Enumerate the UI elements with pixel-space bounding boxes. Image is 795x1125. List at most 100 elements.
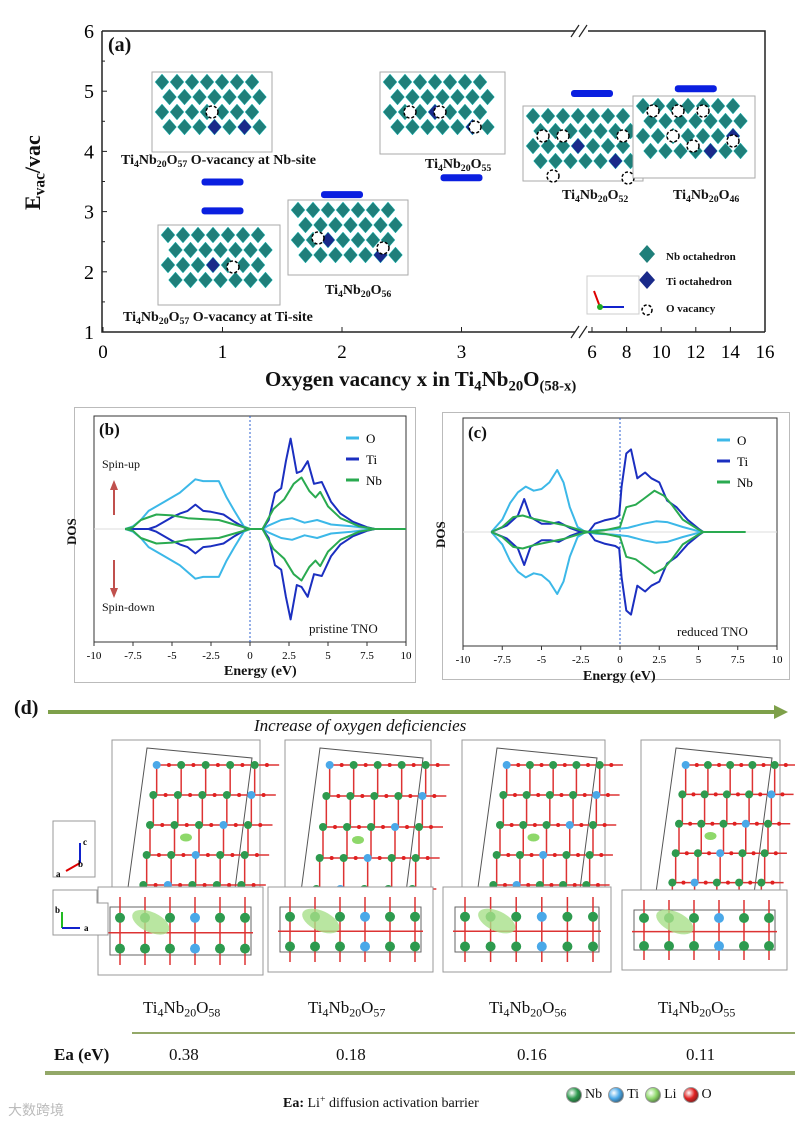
oxygen-atom	[205, 853, 210, 857]
nb-octahedron	[328, 216, 343, 234]
nb-octahedron	[472, 73, 488, 91]
oxygen-atom	[579, 823, 584, 827]
nb-octahedron	[615, 137, 631, 155]
oxygen-atom	[212, 793, 217, 797]
nb-octahedron	[380, 201, 396, 219]
nb-octahedron	[465, 88, 480, 106]
oxygen-atom	[425, 856, 430, 860]
formula-part: Nb	[678, 998, 700, 1017]
metal-atom	[373, 761, 382, 769]
metal-atom	[562, 911, 573, 922]
metal-atom	[415, 823, 423, 831]
formula-part: 4	[503, 1005, 510, 1020]
nb-octahedron	[168, 271, 183, 289]
metal-atom	[240, 912, 250, 923]
x-tick-label: -10	[87, 650, 102, 662]
o-vacancy-icon	[546, 169, 560, 183]
formula-part: O	[607, 188, 619, 203]
x-axis-label-b: Energy (eV)	[224, 664, 297, 679]
metal-atom	[397, 761, 406, 769]
formula-part: 20	[508, 378, 524, 395]
oxygen-atom	[251, 883, 256, 887]
metal-atom	[418, 792, 427, 800]
x-tick-label: 5	[696, 654, 702, 666]
formula-part: 20	[158, 315, 169, 327]
formula-part: 4	[135, 315, 141, 327]
formula-part: /vac	[20, 135, 45, 174]
nb-octahedron	[205, 226, 221, 244]
nb-octahedron	[220, 226, 236, 244]
oxygen-atom	[502, 883, 507, 887]
lithium-atom	[352, 836, 364, 844]
metal-atom	[569, 791, 578, 799]
nb-octahedron	[703, 112, 718, 130]
nb-octahedron	[710, 97, 726, 115]
metal-atom	[460, 911, 470, 922]
nb-octahedron	[237, 88, 252, 106]
formula-part: O	[166, 153, 178, 168]
nb-octahedron	[177, 118, 192, 136]
atom-legend-label: Nb	[585, 1087, 603, 1102]
nb-octahedron	[358, 216, 373, 234]
formula-part: Nb	[481, 367, 509, 391]
oxygen-atom	[516, 763, 521, 767]
spin-down-label: Spin-down	[102, 600, 155, 614]
nb-octahedron	[525, 137, 541, 155]
a-axis-arrow	[65, 862, 81, 872]
nb-octahedron	[175, 256, 191, 274]
formula-part: O	[718, 188, 730, 203]
oxygen-atom	[576, 853, 581, 857]
nb-octahedron	[600, 137, 616, 155]
formula-part: 4	[685, 193, 691, 205]
legend-label: O	[737, 433, 746, 448]
metal-atom	[310, 941, 320, 952]
dos-line-nb-up	[124, 476, 406, 530]
footnote-text: Li+ diffusion activation barrier	[304, 1094, 479, 1111]
metal-atom	[173, 791, 182, 799]
metal-atom	[539, 851, 548, 859]
formula-part: 55	[481, 162, 492, 174]
o-vacancy-icon	[226, 260, 240, 274]
nb-octahedron	[192, 118, 207, 136]
metal-atom	[285, 911, 295, 922]
nb-octahedron	[450, 118, 465, 136]
metal-atom	[215, 912, 225, 923]
side-view-structure	[97, 886, 264, 976]
x-tick-label: -10	[456, 654, 471, 666]
x-tick-label: 10	[401, 650, 413, 662]
oxygen-atom	[751, 851, 756, 856]
panel-c-frame	[442, 412, 790, 680]
nb-octahedron	[388, 246, 403, 264]
metal-atom	[712, 878, 721, 887]
nb-octahedron	[228, 271, 243, 289]
panel-c-label: (c)	[468, 423, 487, 442]
metal-atom	[322, 792, 331, 800]
y-axis-label-b: DOS	[64, 518, 79, 545]
formula-part: Nb	[163, 998, 185, 1017]
metal-atom	[572, 761, 581, 769]
nb-octahedron	[472, 103, 488, 121]
ti-octahedron	[207, 118, 222, 136]
nb-octahedron	[168, 241, 183, 259]
oxygen-atom	[754, 821, 759, 826]
oxygen-atom	[559, 793, 564, 797]
metal-atom	[198, 791, 207, 799]
x-tick-label: 5	[325, 650, 331, 662]
nb-octahedron	[229, 103, 245, 121]
nb-octahedron	[198, 241, 213, 259]
metal-atom	[681, 761, 690, 769]
ti-octahedron	[703, 142, 718, 160]
metal-atom	[165, 943, 175, 954]
metal-atom	[748, 761, 757, 769]
formula-part: Nb	[138, 153, 157, 168]
oxygen-atom	[329, 856, 334, 860]
metal-atom	[719, 819, 728, 828]
formula-part: 20	[360, 288, 371, 300]
formula-part: Nb	[328, 998, 350, 1017]
nb-octahedron	[190, 256, 206, 274]
formula-part: Ti	[325, 283, 338, 298]
annotation-pristine: pristine TNO	[309, 621, 378, 636]
formula-part: E	[20, 195, 45, 210]
metal-atom	[496, 821, 504, 829]
metal-atom	[152, 761, 161, 769]
